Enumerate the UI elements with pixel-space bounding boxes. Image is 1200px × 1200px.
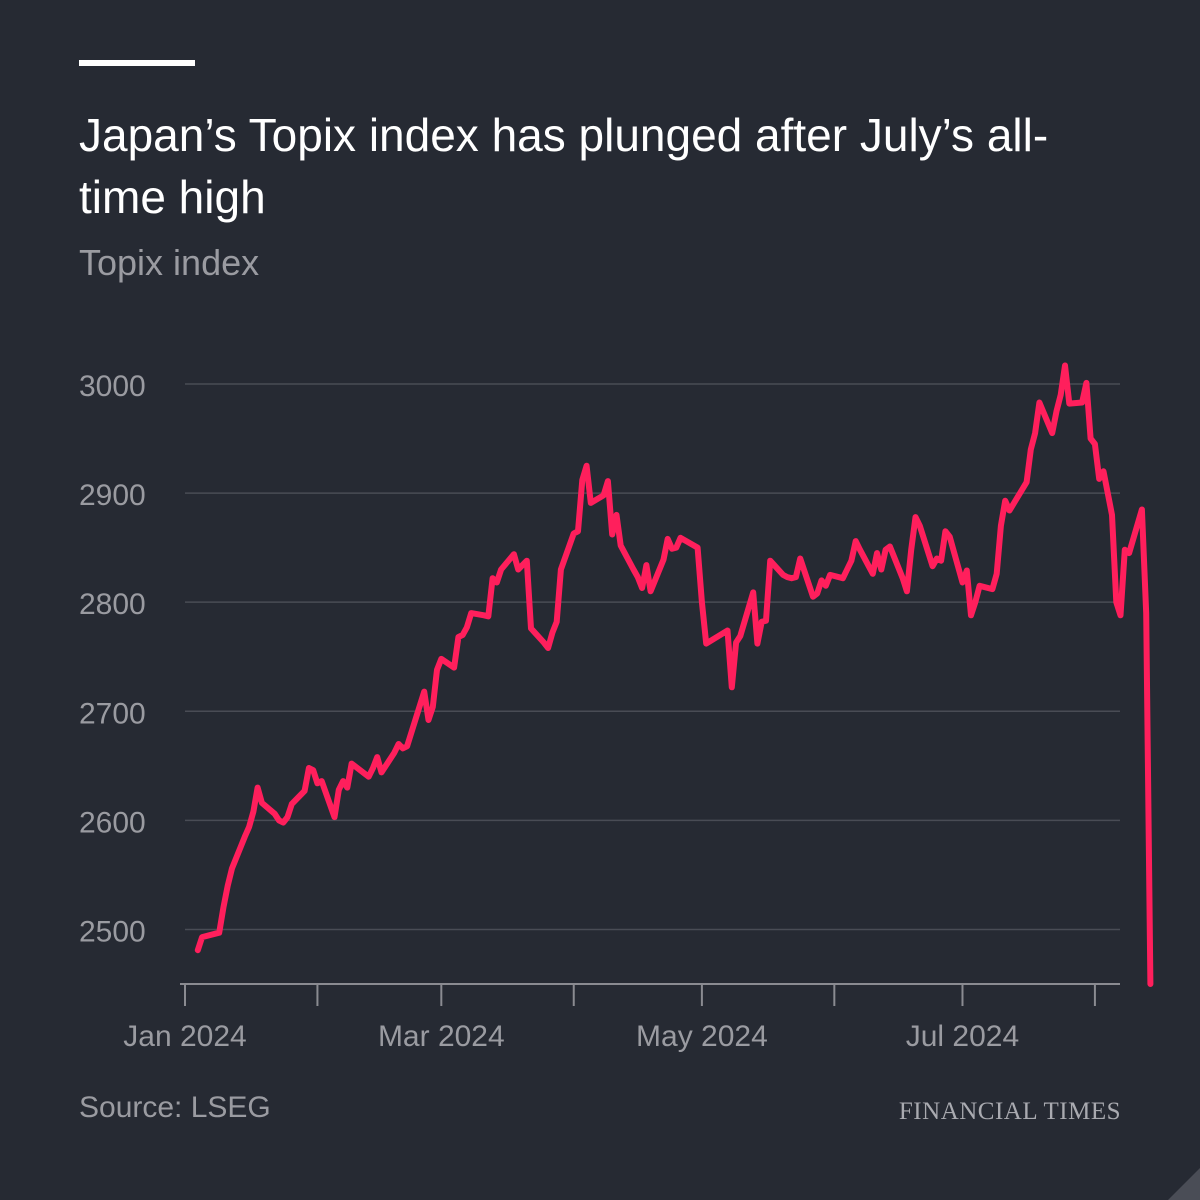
publisher-logo: FINANCIAL TIMES xyxy=(898,1098,1121,1125)
series-line-0 xyxy=(194,362,1154,987)
chart-title: Japan’s Topix index has plunged after Ju… xyxy=(79,109,1049,223)
chart-subtitle: Topix index xyxy=(79,242,260,283)
y-tick-label: 2900 xyxy=(79,479,146,512)
y-tick-label: 2600 xyxy=(79,806,146,839)
y-tick-label: 2500 xyxy=(79,915,146,948)
x-tick-label: May 2024 xyxy=(636,1020,768,1053)
series-layer xyxy=(194,362,1154,987)
corner-fold-icon xyxy=(1168,1168,1200,1200)
y-tick-label: 2800 xyxy=(79,588,146,621)
grid-lines xyxy=(185,383,1120,931)
x-tick-label: Jan 2024 xyxy=(123,1020,246,1053)
y-tick-label: 2700 xyxy=(79,697,146,730)
x-axis: Jan 2024 Mar 2024 May 2024 Jul 2024 xyxy=(123,983,1120,1053)
y-axis-labels: 2500 2600 2700 2800 2900 3000 xyxy=(79,370,146,948)
source-note: Source: LSEG xyxy=(79,1091,271,1124)
x-tick-label: Jul 2024 xyxy=(906,1020,1019,1053)
x-tick-label: Mar 2024 xyxy=(378,1020,505,1053)
top-rule xyxy=(79,60,195,66)
y-tick-label: 3000 xyxy=(79,370,146,403)
